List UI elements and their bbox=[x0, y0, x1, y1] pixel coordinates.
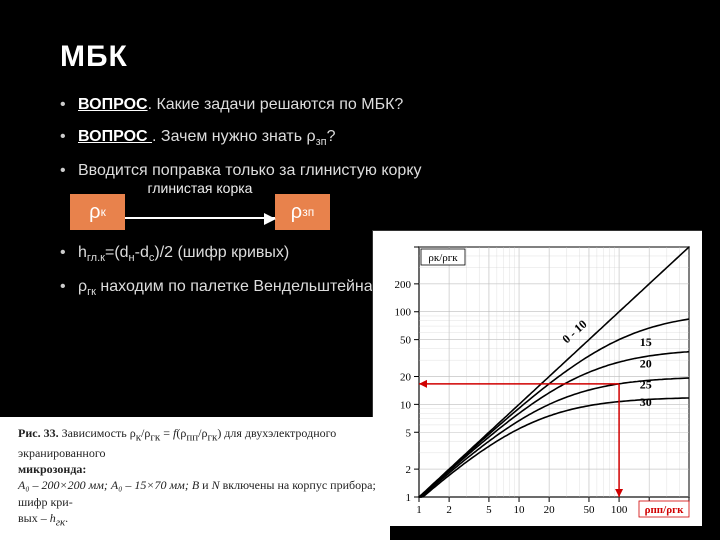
svg-text:ρпп/ρгк: ρпп/ρгк bbox=[645, 504, 685, 516]
rho-k-box: ρк bbox=[70, 194, 125, 230]
svg-text:2: 2 bbox=[446, 504, 452, 516]
svg-text:10: 10 bbox=[514, 504, 526, 516]
svg-text:5: 5 bbox=[406, 427, 412, 439]
svg-text:100: 100 bbox=[611, 504, 628, 516]
subscript: зп bbox=[316, 136, 327, 148]
wendelstein-chart: 1251020501002001251020501002000 - 101520… bbox=[372, 230, 702, 526]
keyword: ВОПРОС bbox=[78, 96, 148, 113]
arrow-icon bbox=[125, 217, 275, 219]
bullet-q2: ВОПРОС . Зачем нужно знать ρзп? bbox=[60, 128, 670, 148]
keyword: ВОПРОС bbox=[78, 128, 152, 145]
svg-text:5: 5 bbox=[486, 504, 492, 516]
svg-text:ρк/ρгк: ρк/ρгк bbox=[428, 252, 458, 264]
rho-diagram: ρк глинистая корка ρзп bbox=[70, 194, 670, 230]
svg-text:20: 20 bbox=[544, 504, 556, 516]
slide-title: МБК bbox=[60, 40, 670, 74]
rho-zp-box: ρзп bbox=[275, 194, 330, 230]
svg-text:10: 10 bbox=[400, 399, 412, 411]
text: ? bbox=[327, 128, 336, 145]
svg-text:20: 20 bbox=[640, 356, 652, 370]
arrow-bridge: глинистая корка bbox=[125, 194, 275, 230]
svg-text:50: 50 bbox=[400, 335, 412, 347]
svg-text:25: 25 bbox=[640, 378, 652, 392]
svg-text:200: 200 bbox=[395, 279, 412, 291]
bullet-3: Вводится поправка только за глинистую ко… bbox=[60, 162, 670, 180]
svg-text:100: 100 bbox=[395, 307, 412, 319]
text: . Какие задачи решаются по МБК? bbox=[148, 96, 404, 113]
svg-text:1: 1 bbox=[416, 504, 422, 516]
bullet-q1: ВОПРОС. Какие задачи решаются по МБК? bbox=[60, 96, 670, 114]
svg-text:30: 30 bbox=[640, 395, 652, 409]
figure-caption: Рис. 33. Зависимость ρк/ρгк = f(ρпп/ρгк)… bbox=[0, 417, 390, 540]
svg-text:50: 50 bbox=[583, 504, 595, 516]
bullet-list: ВОПРОС. Какие задачи решаются по МБК? ВО… bbox=[60, 96, 670, 180]
bridge-label: глинистая корка bbox=[125, 180, 275, 196]
text: . Зачем нужно знать ρ bbox=[152, 128, 316, 145]
svg-text:2: 2 bbox=[406, 464, 412, 476]
svg-text:15: 15 bbox=[640, 335, 652, 349]
svg-text:1: 1 bbox=[406, 492, 412, 504]
svg-text:20: 20 bbox=[400, 371, 412, 383]
